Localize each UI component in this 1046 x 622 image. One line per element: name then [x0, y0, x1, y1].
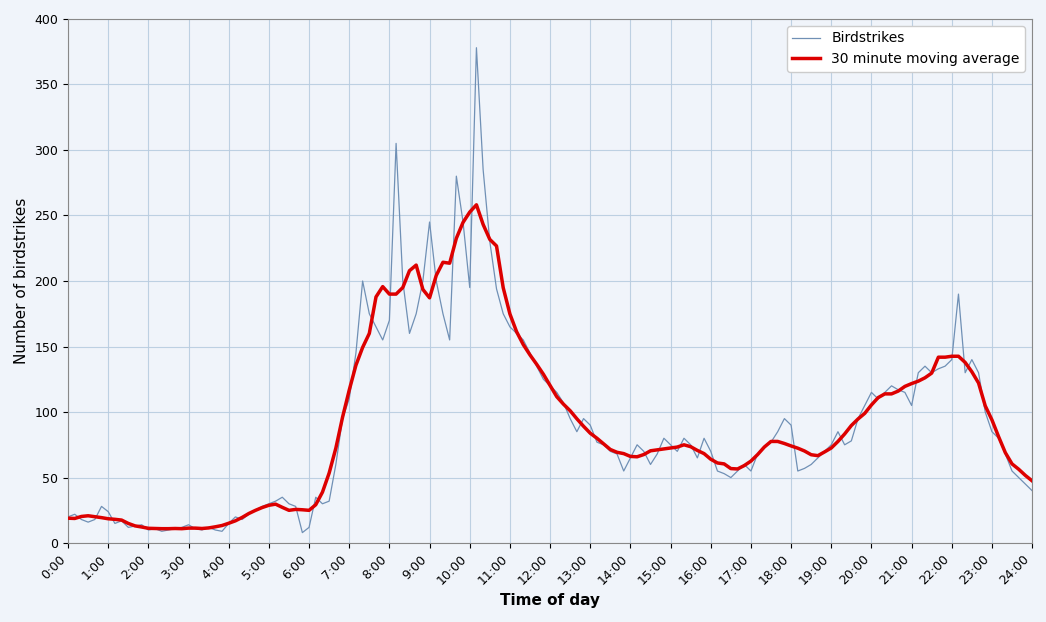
Birdstrikes	[973, 369, 985, 376]
30 minute moving average	[109, 516, 121, 523]
Birdstrikes	[805, 461, 818, 468]
30 minute moving average	[156, 525, 168, 532]
30 minute moving average	[805, 451, 818, 458]
30 minute moving average	[973, 379, 985, 387]
Line: Birdstrikes: Birdstrikes	[68, 48, 1032, 532]
Legend: Birdstrikes, 30 minute moving average: Birdstrikes, 30 minute moving average	[787, 26, 1025, 72]
Y-axis label: Number of birdstrikes: Number of birdstrikes	[14, 198, 29, 364]
Birdstrikes	[109, 520, 121, 527]
X-axis label: Time of day: Time of day	[500, 593, 600, 608]
Birdstrikes	[296, 529, 309, 536]
Birdstrikes	[832, 428, 844, 435]
Birdstrikes	[631, 441, 643, 448]
30 minute moving average	[1026, 477, 1039, 485]
Birdstrikes	[1026, 487, 1039, 494]
30 minute moving average	[62, 514, 74, 522]
30 minute moving average	[631, 453, 643, 460]
30 minute moving average	[68, 515, 81, 522]
30 minute moving average	[832, 438, 844, 445]
Birdstrikes	[470, 44, 482, 52]
30 minute moving average	[470, 201, 482, 208]
Birdstrikes	[68, 511, 81, 518]
Birdstrikes	[62, 513, 74, 521]
Line: 30 minute moving average: 30 minute moving average	[68, 205, 1032, 529]
